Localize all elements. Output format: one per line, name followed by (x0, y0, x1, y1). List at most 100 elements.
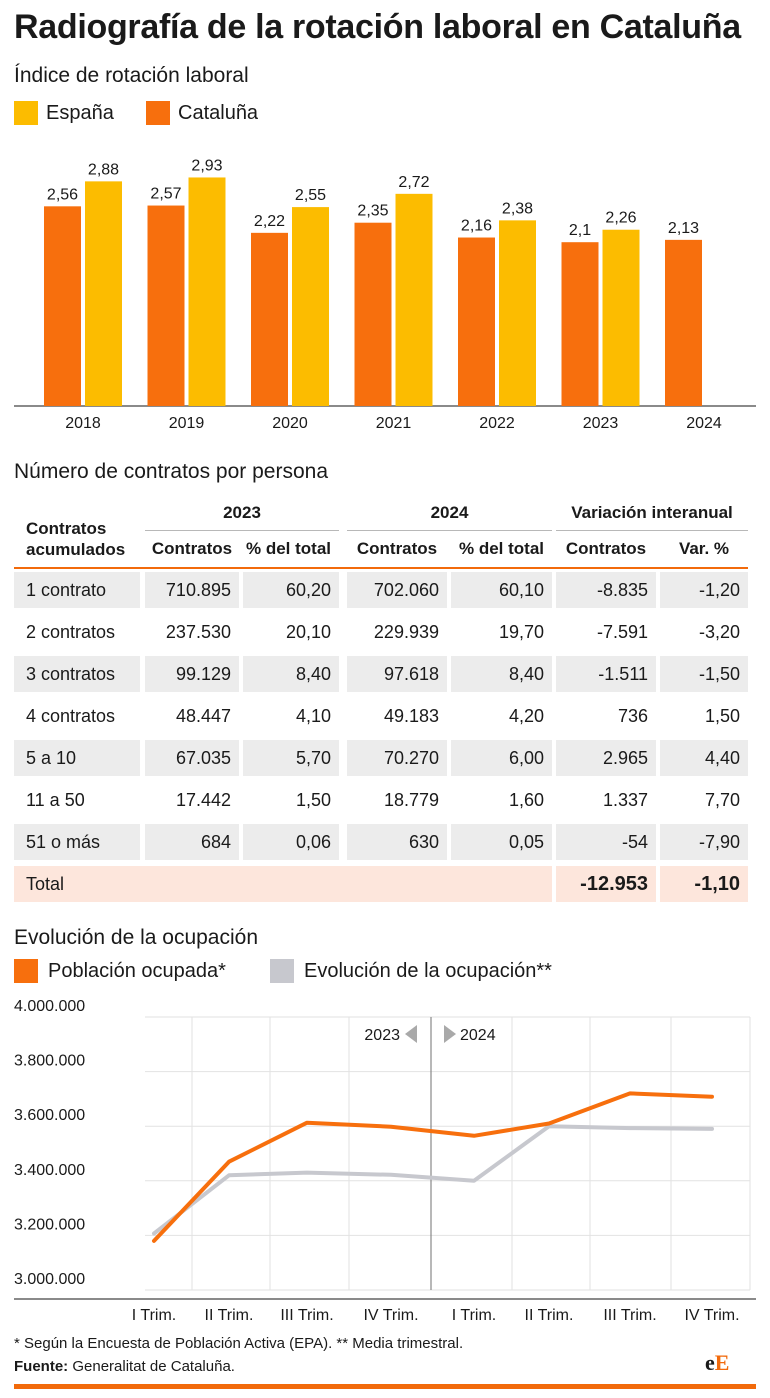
table-header-rule (14, 567, 748, 569)
bar-tick-2019: 2019 (169, 415, 205, 432)
bar-label-espana-2023: 2,26 (605, 210, 636, 227)
line-ytick-label: 3.800.000 (14, 1053, 85, 1070)
table-cell: -54 (556, 824, 656, 860)
bar-tick-2021: 2021 (376, 415, 412, 432)
bar-label-espana-2021: 2,72 (398, 174, 429, 191)
table-col-header: Var. % (678, 539, 730, 558)
bar-cataluna-2024 (665, 239, 702, 406)
line-chart: 4.000.000 3.800.000 3.600.000 3.400.000 3.20… (14, 998, 756, 1324)
bar-espana-2018 (85, 181, 122, 406)
table-col-header: Contratos (356, 539, 438, 558)
bar-label-espana-2022: 2,38 (502, 200, 533, 217)
table-col-header: % del total (245, 539, 331, 558)
table-group-variacion: Variación interanual (571, 503, 733, 522)
line-xtick-label: I Trim. (132, 1307, 176, 1324)
table-row-label: 11 a 50 (26, 789, 85, 810)
table-row-label: 51 o más (14, 824, 140, 860)
table-cell: 1,60 (508, 789, 544, 810)
bar-espana-2022 (499, 220, 536, 406)
table-cell: 18.779 (383, 789, 439, 810)
table-cell: 70.270 (347, 740, 447, 776)
table-row-label: 5 a 10 (14, 740, 140, 776)
legend-swatch-poblacion (14, 959, 38, 983)
source-text: Generalitat de Cataluña. (72, 1358, 235, 1375)
line-xtick-label: III Trim. (280, 1307, 333, 1324)
table-group-2024: 2024 (430, 503, 469, 522)
bar-label-cataluna-2020: 2,22 (254, 213, 285, 230)
bar-cataluna-2023 (561, 242, 599, 406)
table-row-label: 3 contratos (14, 656, 140, 692)
table-cell: 48.447 (175, 705, 231, 726)
table-row-header: Contratos acumulados (26, 519, 126, 559)
table-cell: 1.337 (602, 789, 648, 810)
line-xtick-label: III Trim. (603, 1307, 656, 1324)
arrow-right-icon (444, 1025, 456, 1043)
line-xtick-label: II Trim. (525, 1307, 574, 1324)
bar-espana-2021 (395, 193, 433, 406)
bar-label-cataluna-2018: 2,56 (47, 186, 78, 203)
line-xtick-label: I Trim. (452, 1307, 496, 1324)
bar-tick-2018: 2018 (65, 415, 101, 432)
table-cell: 684 (145, 824, 239, 860)
bar-label-cataluna-2023: 2,1 (569, 222, 591, 239)
table-cell: 1,50 (704, 705, 740, 726)
table-cell: 97.618 (347, 656, 447, 692)
table-cell: 6,00 (451, 740, 552, 776)
table-group-2023: 2023 (223, 503, 261, 522)
bar-chart-title: Índice de rotación laboral (14, 64, 249, 87)
table-cell: 0,06 (243, 824, 339, 860)
table-cell: 702.060 (347, 572, 447, 608)
line-xtick-label: IV Trim. (363, 1307, 418, 1324)
legend-label-evolucion: Evolución de la ocupación** (304, 960, 552, 982)
line-xtick-label: II Trim. (205, 1307, 254, 1324)
footer-rule (14, 1384, 756, 1389)
bar-cataluna-2021 (354, 222, 392, 406)
table-cell: 60,10 (451, 572, 552, 608)
table-row-label: 1 contrato (14, 572, 140, 608)
table-cell: 2.965 (556, 740, 656, 776)
table-group-rule (556, 530, 748, 531)
table-cell: 8,40 (451, 656, 552, 692)
table-cell: 237.530 (165, 621, 231, 642)
annotation-2024: 2024 (460, 1027, 496, 1044)
table-total-cell: -1,10 (660, 866, 748, 902)
line-ytick-label: 3.400.000 (14, 1162, 85, 1179)
bar-tick-2020: 2020 (272, 415, 308, 432)
table-cell: -8.835 (556, 572, 656, 608)
bar-tick-2022: 2022 (479, 415, 515, 432)
source-label: Fuente: (14, 1358, 69, 1375)
bar-espana-2019 (188, 177, 226, 406)
line-ytick-label: 3.000.000 (14, 1271, 85, 1288)
series-line-evolucion-ocupacion (152, 1124, 714, 1236)
series-line-poblacion-ocupada (152, 1091, 714, 1243)
footnote: * Según la Encuesta de Población Activa … (14, 1335, 464, 1352)
bar-tick-2023: 2023 (583, 415, 619, 432)
page-title: Radiografía de la rotación laboral en Ca… (14, 8, 741, 46)
table-cell: 99.129 (145, 656, 239, 692)
arrow-left-icon (405, 1025, 417, 1043)
bar-label-cataluna-2019: 2,57 (150, 186, 181, 203)
table-cell: 5,70 (243, 740, 339, 776)
table-col-header: Contratos (565, 539, 647, 558)
table-cell: 630 (347, 824, 447, 860)
line-chart-title: Evolución de la ocupación (14, 926, 259, 949)
bar-label-cataluna-2021: 2,35 (357, 203, 388, 220)
source: Fuente: Generalitat de Cataluña. (14, 1358, 235, 1375)
table-cell: -1.511 (556, 656, 656, 692)
table-cell: 0,05 (451, 824, 552, 860)
table-cell: 4,20 (508, 705, 544, 726)
bar-label-cataluna-2024: 2,13 (668, 220, 699, 237)
bar-espana-2020 (292, 207, 329, 406)
table-cell: 736 (617, 705, 648, 726)
table-cell: 49.183 (383, 705, 439, 726)
table-cell: 1,50 (295, 789, 331, 810)
table-col-header: % del total (458, 539, 544, 558)
bar-label-espana-2019: 2,93 (191, 157, 222, 174)
table-cell: -7.591 (596, 621, 648, 642)
table-row-label: 2 contratos (26, 621, 116, 642)
table-total-cell: -12.953 (556, 866, 656, 902)
table-group-rule (145, 530, 339, 531)
table-cell: 19,70 (498, 621, 544, 642)
bar-label-espana-2018: 2,88 (88, 161, 119, 178)
table-row-label: 4 contratos (26, 705, 116, 726)
